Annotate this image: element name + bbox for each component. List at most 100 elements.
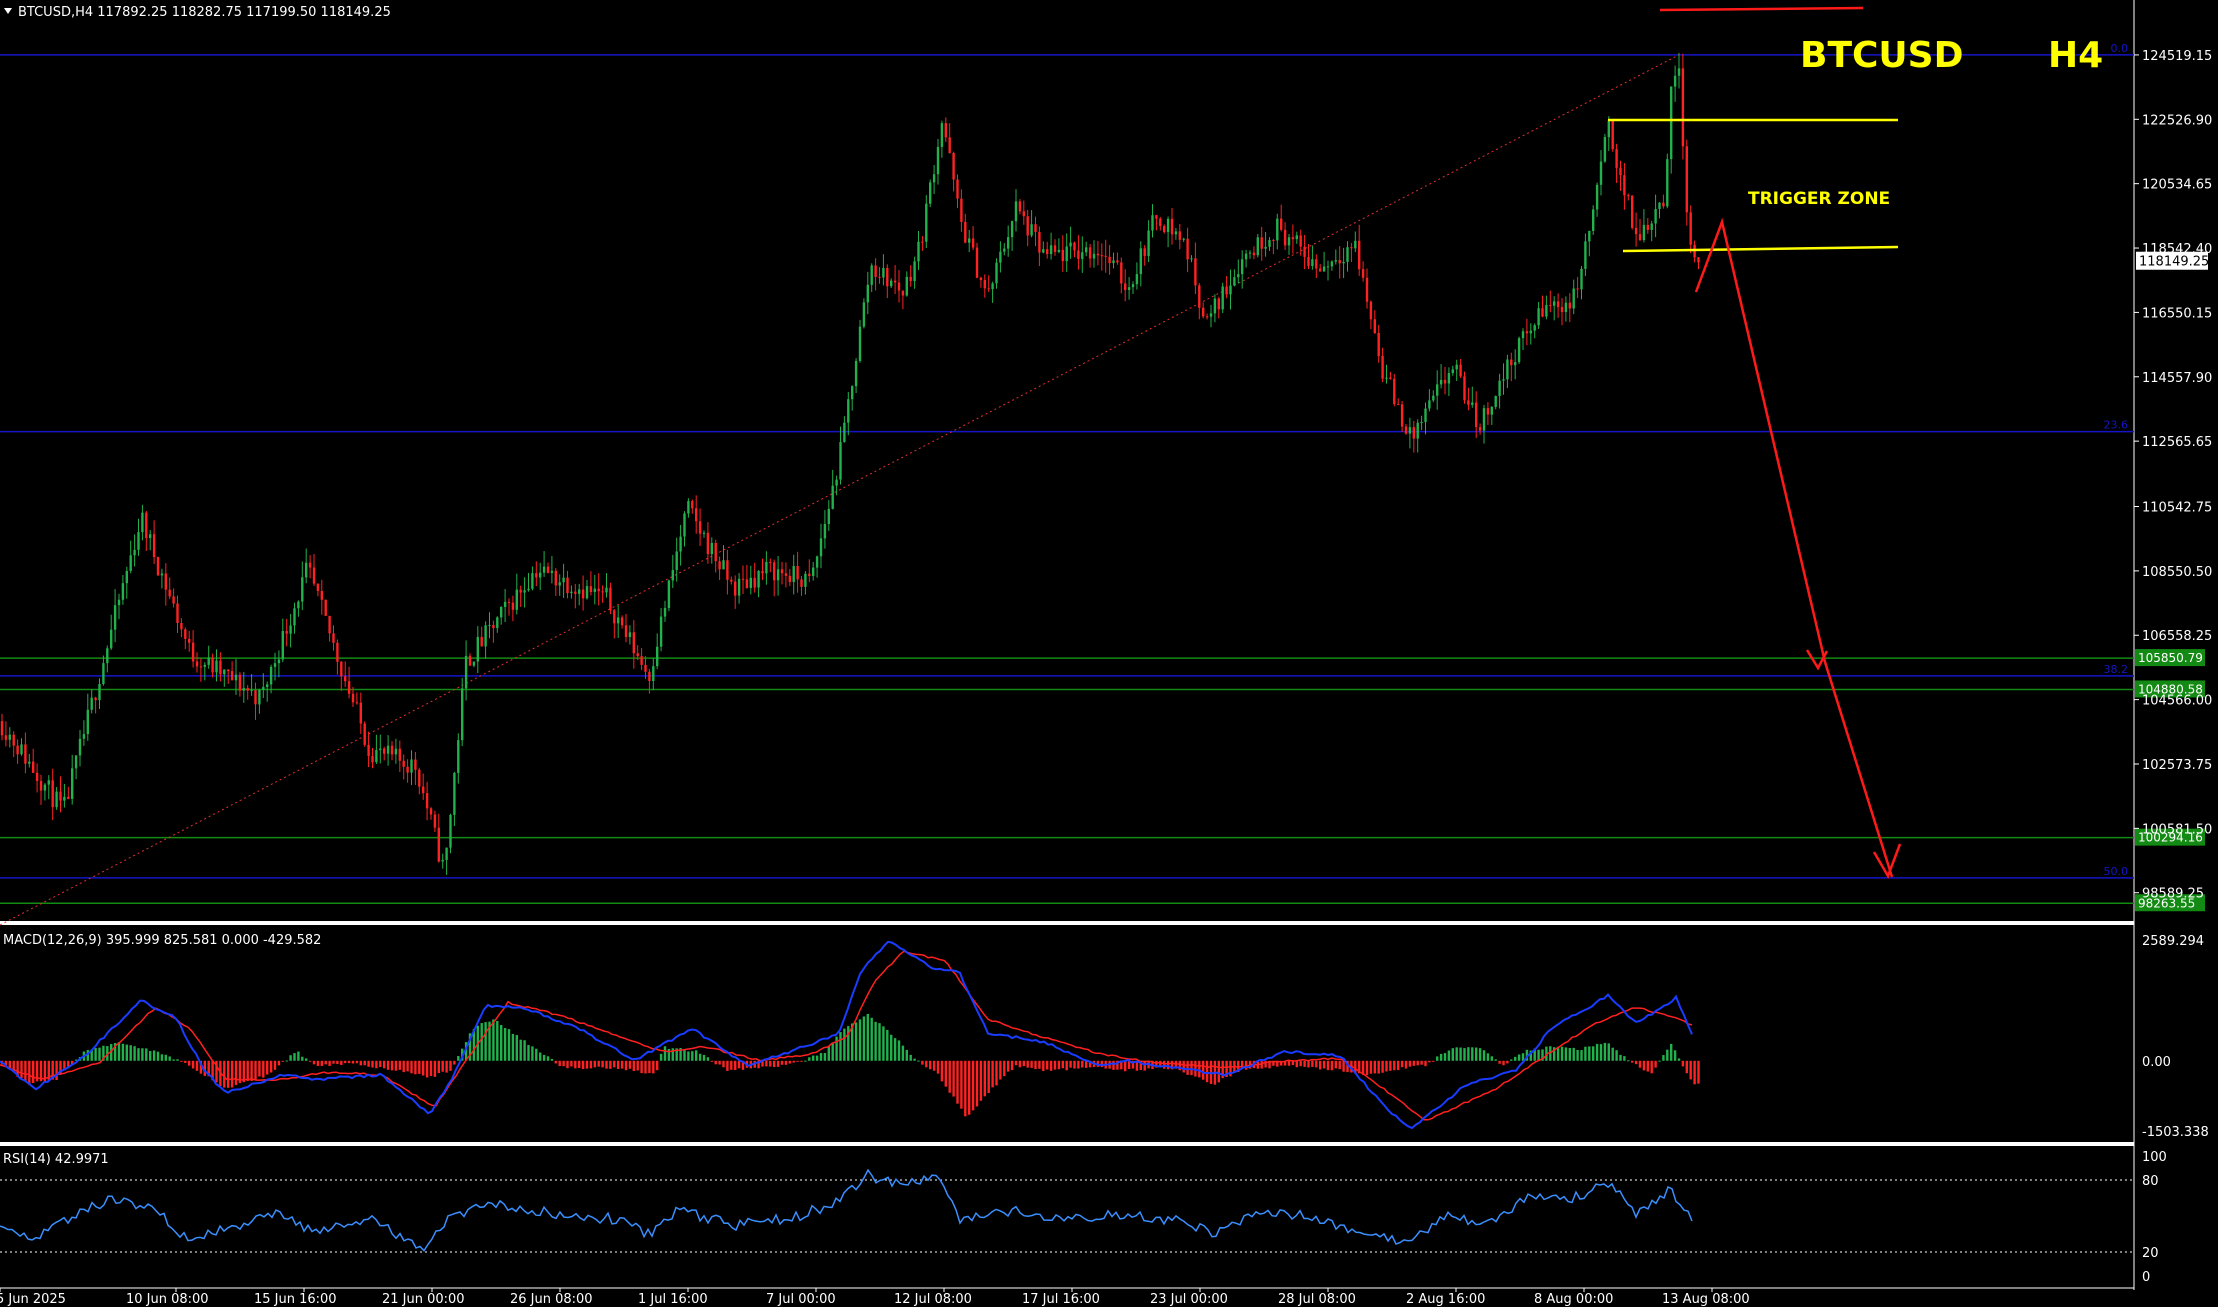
macd-hist-bar-pos [827,1046,830,1061]
bull-candle [1517,338,1521,363]
bull-candle [683,513,686,537]
bull-candle [562,577,565,583]
fib-level-label: 38.2 [2104,663,2129,676]
trigger-zone-bottom-line[interactable] [1622,245,1899,253]
macd-hist-bar-neg [718,1060,721,1065]
macd-hist-bar-pos [480,1023,483,1061]
bear-candle [1463,376,1466,401]
bear-candle [347,681,351,694]
macd-hist-bar-pos [687,1051,690,1061]
bull-candle [1334,260,1337,262]
bear-candle [1319,268,1322,272]
bull-candle [585,586,589,599]
bull-candle [117,599,121,606]
macd-hist-bar-pos [878,1023,881,1061]
bear-candle [1038,231,1041,253]
macd-hist-bar-neg [281,1060,284,1062]
forecast-path-arrow[interactable] [1694,217,1894,878]
macd-hist-bar-neg [35,1060,39,1082]
macd-hist-bar-neg [987,1060,990,1093]
macd-hist-bar-pos [546,1056,550,1061]
bull-candle [823,523,827,539]
bull-candle [1268,240,1271,247]
bear-candle [698,521,702,534]
support-level-label: 100294.16 [2138,831,2203,845]
macd-hist-bar-pos [484,1022,487,1061]
macd-hist-bar-neg [1315,1060,1318,1068]
bear-candle [624,625,628,637]
price-tick-label: 124519.15 [2142,49,2212,64]
macd-hist-bar-neg [1131,1060,1135,1069]
panel-separator-macd-rsi[interactable] [0,1142,2134,1146]
macd-hist-bar-neg [359,1060,362,1066]
top-red-line[interactable] [1659,6,1864,12]
bull-candle [203,664,206,667]
macd-hist-bar-pos [86,1050,89,1061]
bear-candle [507,601,511,603]
bull-candle [710,542,713,555]
macd-hist-bar-neg [1283,1060,1287,1066]
bull-candle [1081,252,1084,259]
macd-hist-bar-pos [519,1039,522,1061]
macd-hist-bar-neg [1217,1060,1220,1083]
macd-hist-bar-pos [102,1045,105,1061]
macd-hist-bar-pos [1670,1043,1673,1061]
macd-hist-bar-neg [379,1060,382,1068]
bear-candle [597,588,600,592]
bear-candle [1689,212,1692,245]
bear-candle [897,282,901,291]
macd-hist-bar-pos [1459,1047,1462,1061]
macd-hist-bar-neg [1007,1060,1010,1072]
macd-hist-bar-neg [1295,1060,1298,1068]
rsi-line [0,1168,1693,1252]
macd-hist-bar-neg [1397,1060,1400,1071]
bull-candle [1135,274,1139,285]
bear-candle [184,629,187,639]
fib-level-label: 50.0 [2104,865,2129,878]
macd-axis-label: 2589.294 [2142,934,2204,949]
macd-hist-bar-neg [262,1060,265,1078]
bull-candle [1256,237,1259,256]
bear-candle [414,759,417,770]
bear-candle [1615,149,1618,168]
macd-hist-bar-pos [886,1029,889,1061]
bear-candle [620,617,624,626]
bear-candle [1026,216,1029,236]
bull-candle [141,512,144,533]
macd-hist-bar-pos [1482,1050,1486,1061]
panel-separator-price-macd[interactable] [0,921,2134,925]
macd-hist-bar-pos [297,1051,300,1061]
macd-hist-bar-pos [679,1047,682,1061]
bull-candle [394,748,398,755]
macd-hist-bar-pos [1439,1053,1443,1061]
macd-hist-bar-neg [195,1060,199,1071]
bull-candle [375,750,378,763]
collapse-triangle-icon[interactable] [4,8,12,14]
macd-hist-bar-neg [1685,1060,1688,1074]
bear-candle [1681,68,1685,147]
macd-hist-bar-neg [269,1060,273,1073]
trigger-zone-label: TRIGGER ZONE [1748,189,1890,209]
macd-hist-bar-neg [1319,1060,1322,1070]
bear-candle [1400,404,1404,427]
bull-candle [86,709,89,735]
bull-candle [1572,288,1575,309]
macd-hist-bar-neg [1221,1060,1224,1079]
bear-candle [1088,247,1092,259]
time-tick-label: 17 Jul 16:00 [1022,1292,1100,1307]
bull-candle [28,761,31,764]
macd-hist-bar-neg [1186,1060,1189,1075]
macd-hist-bar-neg [1420,1060,1423,1065]
bull-candle [1264,246,1267,249]
macd-hist-bar-neg [340,1060,343,1065]
bear-candle [901,290,905,296]
macd-hist-bar-neg [347,1060,351,1064]
macd-hist-bar-pos [819,1053,823,1061]
bull-candle [617,617,620,624]
macd-hist-bar-neg [71,1060,74,1065]
macd-hist-bar-neg [308,1060,312,1062]
macd-hist-bar-pos [909,1054,912,1061]
macd-hist-bar-neg [1135,1060,1139,1071]
bull-candle [207,657,210,665]
